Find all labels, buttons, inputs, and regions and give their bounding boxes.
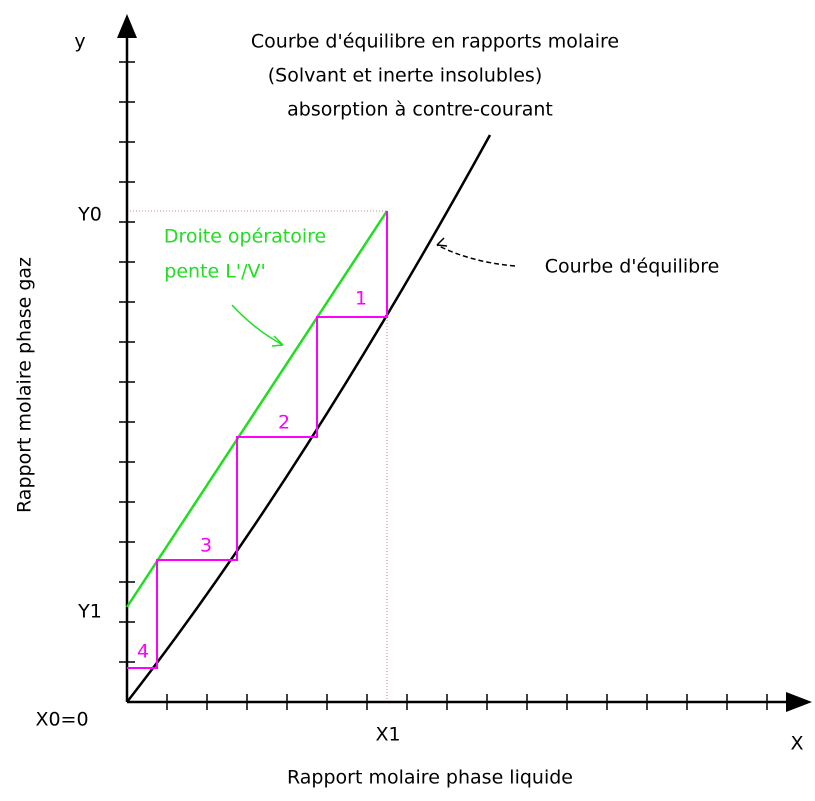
x-symbol: X xyxy=(790,733,803,755)
stages-staircase xyxy=(127,211,388,669)
stage-label: 2 xyxy=(278,412,290,434)
grid-ticks xyxy=(119,61,768,710)
y-symbol: y xyxy=(74,31,85,53)
curve-pointer xyxy=(436,244,516,267)
stage-label: 1 xyxy=(355,288,367,310)
operating-line xyxy=(125,210,389,608)
stage-label: 3 xyxy=(200,535,212,557)
y1-label: Y1 xyxy=(77,601,102,623)
stage-label: 4 xyxy=(137,641,149,663)
curve-label: Courbe d'équilibre xyxy=(545,256,720,278)
x1-label: X1 xyxy=(375,724,400,746)
line-pointer-head xyxy=(271,335,284,347)
x0-label: X0=0 xyxy=(35,709,88,731)
equilibrium-curve xyxy=(126,134,492,703)
y-arrow xyxy=(117,14,137,38)
operating-line-label: Droite opératoire xyxy=(164,226,326,248)
y-axis-label: Rapport molaire phase gaz xyxy=(14,257,36,513)
title-line: (Solvant et inerte insolubles) xyxy=(268,65,542,87)
x-axis-label: Rapport molaire phase liquide xyxy=(287,767,573,789)
title-line: Courbe d'équilibre en rapports molaire xyxy=(251,31,619,53)
x-arrow xyxy=(786,692,812,712)
title-line: absorption à contre-courant xyxy=(287,99,553,121)
y0-label: Y0 xyxy=(77,204,102,226)
operating-line-label: pente L'/V' xyxy=(164,261,265,283)
line-pointer xyxy=(231,304,284,346)
curve-pointer-head xyxy=(436,237,448,247)
